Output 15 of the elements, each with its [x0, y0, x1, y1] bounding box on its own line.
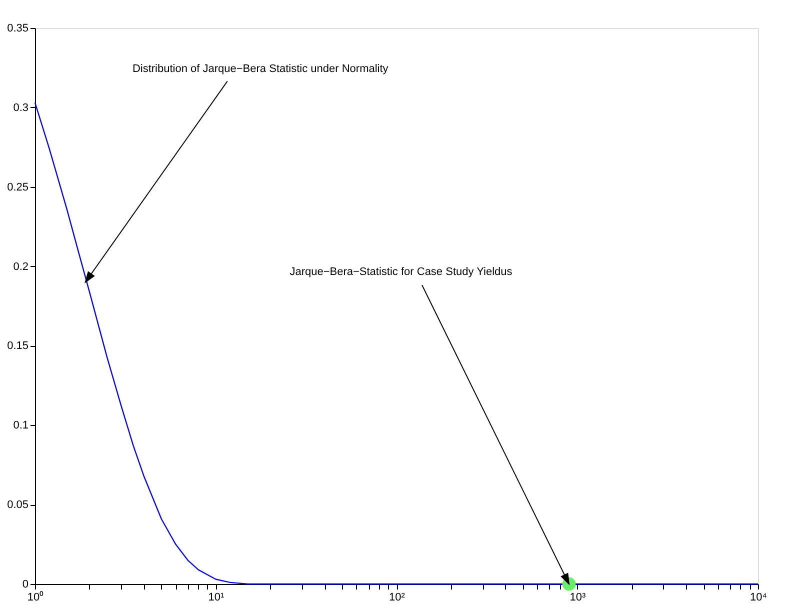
y-tick-label: 0.3: [13, 102, 28, 114]
x-tick-label: 10³: [570, 592, 586, 604]
y-tick-label: 0.05: [7, 499, 28, 512]
y-tick-label: 0.25: [7, 181, 28, 194]
y-tick-label: 0.35: [7, 22, 28, 34]
y-tick-label: 0.2: [13, 260, 28, 273]
y-tick-label: 0.15: [7, 340, 28, 352]
x-tick-label: 10⁴: [750, 592, 768, 604]
annotation: Distribution of Jarque−Bera Statistic under Normality: [132, 63, 389, 76]
y-tick-label: 0: [22, 578, 28, 590]
annotation: Jarque−Bera−Statistic for Case Study Yieldus: [290, 266, 513, 278]
x-tick-label: 10¹: [208, 592, 225, 604]
x-tick-label: 10²: [389, 592, 406, 604]
y-tick-label: 0.1: [13, 420, 28, 432]
x-tick-label: 10⁰: [27, 590, 44, 604]
